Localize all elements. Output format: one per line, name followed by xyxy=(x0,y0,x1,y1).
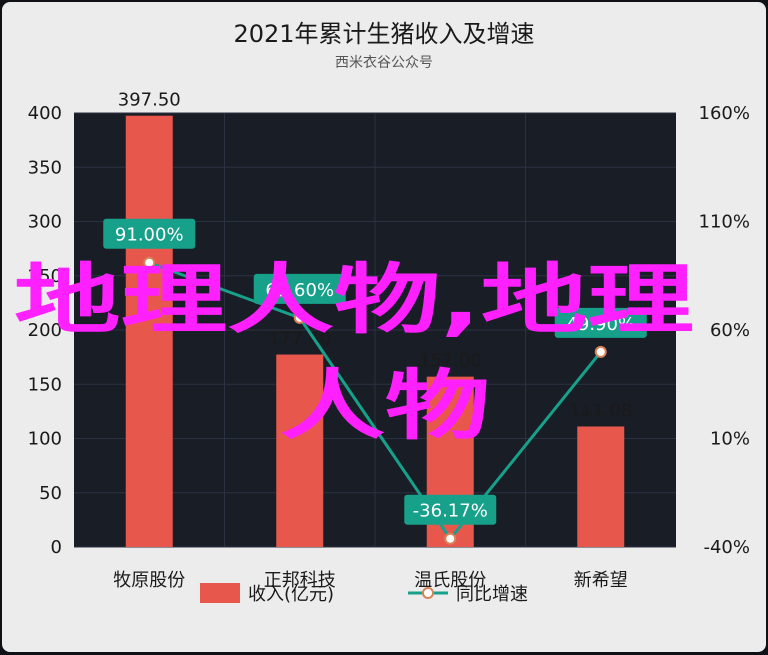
category-label: 新希望 xyxy=(574,570,628,591)
legend-line-marker xyxy=(422,587,434,599)
chart-subtitle: 西米衣谷公众号 xyxy=(335,55,433,71)
line-point xyxy=(293,311,306,324)
line-series: 91.00% 65.60% -36.17% 49.90% xyxy=(103,218,647,545)
bar xyxy=(276,354,324,547)
bar-value-label: 111.08 xyxy=(569,400,632,421)
right-tick-label: -40% xyxy=(703,537,750,558)
right-tick-label: 60% xyxy=(710,320,750,341)
left-tick-label: 250 xyxy=(28,266,62,287)
legend: 收入(亿元) 同比增速 xyxy=(200,583,528,605)
line-value-label: 49.90% xyxy=(566,314,635,335)
right-tick-label: 110% xyxy=(699,212,750,233)
overlay-text-line1: 地理人物,地理 xyxy=(14,255,694,344)
bar-series xyxy=(125,115,625,548)
line-label-box xyxy=(404,494,497,525)
left-tick-label: 100 xyxy=(28,429,62,450)
line-value-label: -36.17% xyxy=(413,501,488,522)
left-tick-label: 200 xyxy=(28,320,62,341)
bar xyxy=(577,426,625,547)
left-tick-label: 0 xyxy=(51,537,62,558)
right-axis: -40% 10% 60% 110% 160% xyxy=(699,103,750,558)
category-label: 正邦科技 xyxy=(264,570,336,591)
legend-bar-swatch[interactable] xyxy=(200,583,240,603)
category-label: 牧原股份 xyxy=(113,570,185,591)
bar-value-label: 177.40 xyxy=(268,329,331,350)
category-axis: 牧原股份 正邦科技 温氏股份 新希望 xyxy=(113,570,628,591)
right-tick-label: 160% xyxy=(699,103,750,124)
legend-line-label[interactable]: 同比增速 xyxy=(456,584,528,605)
line-point xyxy=(444,532,457,545)
left-axis: 0 50 100 150 200 250 300 350 400 xyxy=(28,103,62,558)
left-tick-label: 50 xyxy=(39,483,62,504)
legend-bar-label[interactable]: 收入(亿元) xyxy=(248,584,334,605)
line-label-box xyxy=(554,307,647,338)
bar-value-label: 397.50 xyxy=(118,90,181,111)
left-tick-label: 350 xyxy=(28,157,62,178)
category-label: 温氏股份 xyxy=(414,570,486,591)
line-point xyxy=(594,345,607,358)
bar-value-label: 157.00 xyxy=(419,351,482,372)
line-value-label: 91.00% xyxy=(115,225,184,246)
right-tick-label: 10% xyxy=(710,429,750,450)
left-tick-label: 300 xyxy=(28,212,62,233)
bar-labels: 397.50 177.40 157.00 111.08 xyxy=(118,90,632,422)
left-tick-label: 150 xyxy=(28,374,62,395)
bar xyxy=(125,115,173,548)
grid-lines xyxy=(74,112,676,548)
line-label-box xyxy=(253,273,346,304)
line-value-label: 65.60% xyxy=(265,280,334,301)
line-path xyxy=(148,261,602,542)
line-point xyxy=(143,256,156,269)
left-tick-label: 400 xyxy=(28,103,62,124)
overlay-text-line2: 人物 xyxy=(280,361,490,450)
line-label-box xyxy=(103,218,196,249)
chart-title: 2021年累计生猪收入及增速 xyxy=(233,20,534,48)
